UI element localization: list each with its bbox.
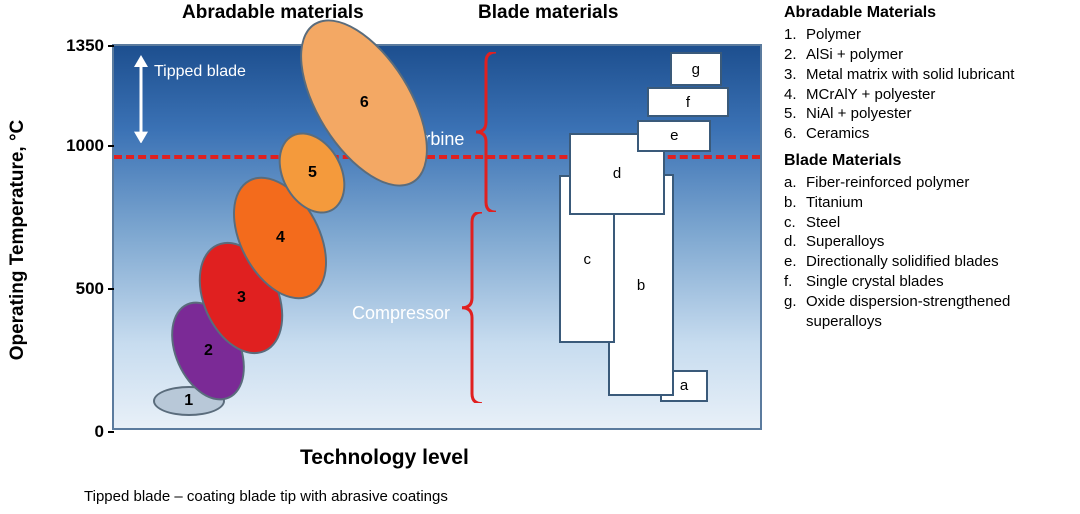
y-axis-label: Operating Temperature, °C xyxy=(7,120,29,361)
legend-item: 6.Ceramics xyxy=(784,124,1072,144)
legend-item: f.Single crystal blades xyxy=(784,272,1072,292)
legend-text: Directionally solidified blades xyxy=(806,252,999,272)
header-blade: Blade materials xyxy=(478,2,618,24)
legend-text: AlSi + polymer xyxy=(806,45,903,65)
legend-item: a.Fiber-reinforced polymer xyxy=(784,173,1072,193)
legend-text: Ceramics xyxy=(806,124,869,144)
legend-item: 4.MCrAlY + polyester xyxy=(784,85,1072,105)
ytick-mark xyxy=(108,431,114,433)
legend-item: d.Superalloys xyxy=(784,232,1072,252)
legend-blade-list: a.Fiber-reinforced polymerb.Titaniumc.St… xyxy=(784,173,1072,331)
ytick-mark xyxy=(108,145,114,147)
legend-key: 5. xyxy=(784,104,806,124)
chart-area: 050010001350 Tipped bladeTurbineCompress… xyxy=(112,44,762,430)
turbine-bracket xyxy=(476,52,496,217)
compressor-label: Compressor xyxy=(352,303,450,324)
legend-key: b. xyxy=(784,193,806,213)
blade-box-g: g xyxy=(670,52,722,86)
legend-blade-title: Blade Materials xyxy=(784,150,1072,171)
legend-text: Single crystal blades xyxy=(806,272,944,292)
legend-panel: Abradable Materials 1.Polymer2.AlSi + po… xyxy=(784,2,1072,331)
x-axis-label: Technology level xyxy=(300,446,469,470)
legend-key: c. xyxy=(784,213,806,233)
legend-key: 2. xyxy=(784,45,806,65)
legend-text: Titanium xyxy=(806,193,863,213)
tipped-blade-label: Tipped blade xyxy=(154,63,246,81)
ytick-mark xyxy=(108,288,114,290)
legend-item: 3.Metal matrix with solid lubricant xyxy=(784,65,1072,85)
legend-abradable-list: 1.Polymer2.AlSi + polymer3.Metal matrix … xyxy=(784,25,1072,144)
ytick-label: 1000 xyxy=(66,136,104,156)
blade-box-e: e xyxy=(637,120,711,152)
ytick-label: 500 xyxy=(76,279,104,299)
legend-item: c.Steel xyxy=(784,213,1072,233)
legend-text: Metal matrix with solid lubricant xyxy=(806,65,1014,85)
legend-text: MCrAlY + polyester xyxy=(806,85,935,105)
legend-key: d. xyxy=(784,232,806,252)
legend-key: 3. xyxy=(784,65,806,85)
legend-text: Steel xyxy=(806,213,840,233)
ytick-label: 0 xyxy=(95,422,104,442)
legend-item: e.Directionally solidified blades xyxy=(784,252,1072,272)
legend-key: f. xyxy=(784,272,806,292)
ytick-label: 1350 xyxy=(66,36,104,56)
compressor-bracket xyxy=(462,212,482,409)
legend-item: 2.AlSi + polymer xyxy=(784,45,1072,65)
legend-key: 4. xyxy=(784,85,806,105)
legend-text: Fiber-reinforced polymer xyxy=(806,173,969,193)
legend-abradable-block: Abradable Materials 1.Polymer2.AlSi + po… xyxy=(784,2,1072,144)
legend-text: Superalloys xyxy=(806,232,884,252)
figure-root: Abradable materials Blade materials Oper… xyxy=(0,0,1080,514)
legend-text: Oxide dispersion-strengthened superalloy… xyxy=(806,292,1072,332)
ytick-mark xyxy=(108,45,114,47)
legend-item: b.Titanium xyxy=(784,193,1072,213)
legend-abradable-title: Abradable Materials xyxy=(784,2,1072,23)
blade-box-f: f xyxy=(647,87,729,117)
legend-key: a. xyxy=(784,173,806,193)
legend-item: g.Oxide dispersion-strengthened superall… xyxy=(784,292,1072,332)
legend-item: 1.Polymer xyxy=(784,25,1072,45)
legend-text: Polymer xyxy=(806,25,861,45)
tipped-blade-arrow xyxy=(130,55,152,144)
legend-key: 6. xyxy=(784,124,806,144)
legend-key: e. xyxy=(784,252,806,272)
legend-key: 1. xyxy=(784,25,806,45)
legend-blade-block: Blade Materials a.Fiber-reinforced polym… xyxy=(784,150,1072,331)
legend-item: 5.NiAl + polyester xyxy=(784,104,1072,124)
legend-text: NiAl + polyester xyxy=(806,104,911,124)
figure-caption: Tipped blade – coating blade tip with ab… xyxy=(84,488,448,505)
legend-key: g. xyxy=(784,292,806,332)
